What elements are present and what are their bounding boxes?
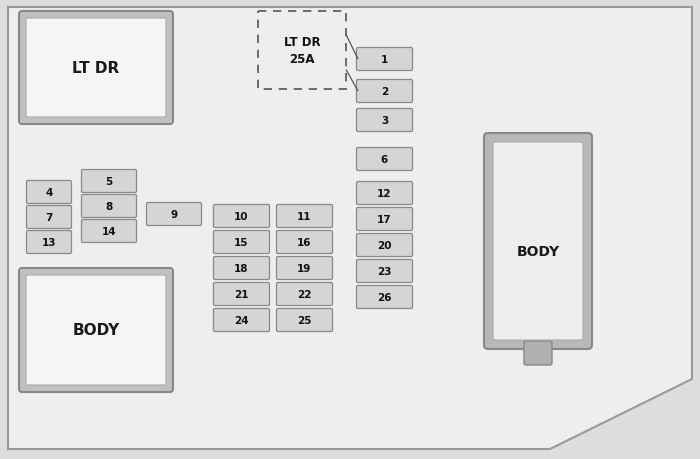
Text: 24: 24	[234, 315, 248, 325]
Text: 11: 11	[298, 212, 312, 222]
FancyBboxPatch shape	[19, 12, 173, 125]
FancyBboxPatch shape	[493, 143, 583, 340]
FancyBboxPatch shape	[146, 203, 202, 226]
FancyBboxPatch shape	[214, 257, 270, 280]
FancyBboxPatch shape	[19, 269, 173, 392]
Bar	[258, 12, 346, 90]
FancyBboxPatch shape	[276, 257, 332, 280]
Text: 22: 22	[298, 289, 312, 299]
Text: BODY: BODY	[517, 245, 559, 259]
Text: 1: 1	[381, 55, 388, 65]
FancyBboxPatch shape	[356, 182, 412, 205]
FancyBboxPatch shape	[356, 234, 412, 257]
FancyBboxPatch shape	[276, 205, 332, 228]
FancyBboxPatch shape	[214, 231, 270, 254]
Text: LT DR
25A: LT DR 25A	[284, 36, 321, 66]
FancyBboxPatch shape	[81, 170, 136, 193]
Text: 26: 26	[377, 292, 392, 302]
FancyBboxPatch shape	[356, 148, 412, 171]
Text: 6: 6	[381, 155, 388, 165]
Text: 10: 10	[234, 212, 248, 222]
FancyBboxPatch shape	[356, 80, 412, 103]
Text: 3: 3	[381, 116, 388, 126]
FancyBboxPatch shape	[81, 220, 136, 243]
Text: 4: 4	[46, 188, 52, 197]
Text: 19: 19	[298, 263, 312, 274]
FancyBboxPatch shape	[356, 48, 412, 71]
FancyBboxPatch shape	[484, 134, 592, 349]
FancyBboxPatch shape	[26, 19, 166, 118]
Text: 12: 12	[377, 189, 392, 199]
Text: 2: 2	[381, 87, 388, 97]
FancyBboxPatch shape	[356, 286, 412, 309]
Text: 9: 9	[170, 210, 178, 219]
FancyBboxPatch shape	[81, 195, 136, 218]
FancyBboxPatch shape	[214, 283, 270, 306]
Text: 23: 23	[377, 266, 392, 276]
Text: 13: 13	[42, 237, 56, 247]
Text: 25: 25	[298, 315, 312, 325]
FancyBboxPatch shape	[27, 206, 71, 229]
FancyBboxPatch shape	[276, 309, 332, 332]
FancyBboxPatch shape	[26, 275, 166, 385]
FancyBboxPatch shape	[276, 283, 332, 306]
Text: 20: 20	[377, 241, 392, 251]
Text: 14: 14	[102, 226, 116, 236]
Text: 8: 8	[106, 202, 113, 212]
FancyBboxPatch shape	[356, 208, 412, 231]
FancyBboxPatch shape	[524, 341, 552, 365]
Text: 21: 21	[234, 289, 248, 299]
Text: 15: 15	[234, 237, 248, 247]
Text: 17: 17	[377, 214, 392, 224]
Text: 5: 5	[106, 177, 113, 187]
Polygon shape	[8, 8, 692, 449]
FancyBboxPatch shape	[214, 205, 270, 228]
FancyBboxPatch shape	[356, 260, 412, 283]
Text: BODY: BODY	[72, 323, 120, 338]
Text: LT DR: LT DR	[72, 61, 120, 76]
Text: 7: 7	[46, 213, 52, 223]
Text: 18: 18	[234, 263, 248, 274]
FancyBboxPatch shape	[214, 309, 270, 332]
FancyBboxPatch shape	[276, 231, 332, 254]
FancyBboxPatch shape	[27, 181, 71, 204]
Text: 16: 16	[298, 237, 312, 247]
FancyBboxPatch shape	[27, 231, 71, 254]
FancyBboxPatch shape	[356, 109, 412, 132]
